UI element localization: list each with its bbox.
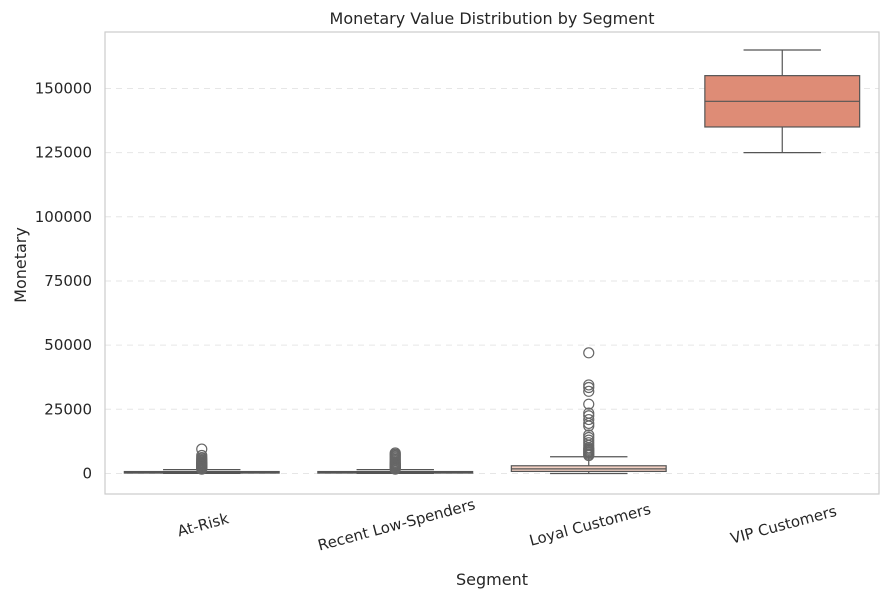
outlier-point: [196, 443, 208, 455]
outlier-point: [583, 347, 595, 359]
y-tick-150000: 150000: [35, 79, 92, 97]
outlier-point: [583, 381, 595, 394]
x-tick-at-risk: At-Risk: [175, 509, 231, 540]
outlier-point: [583, 434, 595, 446]
boxes-layer: [123, 49, 861, 475]
outlier-point: [583, 398, 595, 410]
box-at-risk: [123, 443, 280, 475]
y-tick-0: 0: [82, 464, 92, 482]
y-tick-100000: 100000: [35, 208, 92, 226]
y-axis-label: Monetary: [11, 227, 30, 303]
outlier-point: [583, 379, 595, 391]
x-axis-label: Segment: [456, 570, 528, 589]
outlier-point: [196, 449, 208, 462]
y-tick-25000: 25000: [44, 400, 92, 418]
grid-lines: [105, 87, 879, 474]
outlier-point: [389, 447, 401, 459]
box-recent-low-spenders: [317, 447, 474, 475]
outlier-point: [583, 431, 595, 444]
box-vip-customers: [704, 49, 861, 154]
y-tick-125000: 125000: [35, 144, 92, 162]
chart-title: Monetary Value Distribution by Segment: [330, 9, 655, 28]
outlier-point: [583, 437, 595, 449]
outlier-point: [583, 413, 595, 426]
y-tick-75000: 75000: [44, 272, 92, 290]
x-tick-loyal-customers: Loyal Customers: [527, 500, 653, 550]
x-tick-vip-customers: VIP Customers: [728, 502, 838, 548]
x-tick-labels: At-Risk Recent Low-Spenders Loyal Customer…: [175, 495, 838, 554]
box-loyal-customers: [510, 347, 667, 475]
outlier-point: [583, 429, 595, 441]
y-tick-labels: 0 25000 50000 75000 100000 125000 150000: [35, 79, 92, 482]
outlier-point: [583, 410, 595, 422]
y-tick-50000: 50000: [44, 336, 92, 354]
plot-frame: [104, 31, 880, 495]
outlier-point: [583, 407, 595, 419]
x-tick-recent-low-spenders: Recent Low-Spenders: [316, 495, 477, 554]
outlier-point: [583, 385, 595, 397]
